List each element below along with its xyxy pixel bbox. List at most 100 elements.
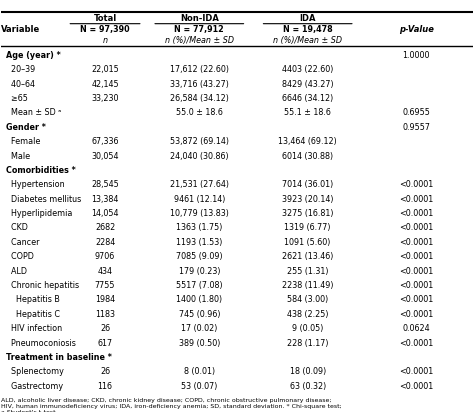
Text: 20–39: 20–39 <box>6 65 36 74</box>
Text: 1319 (6.77): 1319 (6.77) <box>284 223 331 232</box>
Text: 2621 (13.46): 2621 (13.46) <box>282 252 333 261</box>
Text: COPD: COPD <box>6 252 34 261</box>
Text: 7085 (9.09): 7085 (9.09) <box>176 252 223 261</box>
Text: 389 (0.50): 389 (0.50) <box>179 339 220 348</box>
Text: n: n <box>102 36 108 45</box>
Text: Hyperlipidemia: Hyperlipidemia <box>6 209 73 218</box>
Text: 438 (2.25): 438 (2.25) <box>287 310 328 319</box>
Text: 63 (0.32): 63 (0.32) <box>290 382 326 391</box>
Text: 4403 (22.60): 4403 (22.60) <box>282 65 333 74</box>
Text: <0.0001: <0.0001 <box>399 281 433 290</box>
Text: 9461 (12.14): 9461 (12.14) <box>173 195 225 204</box>
Text: 55.1 ± 18.6: 55.1 ± 18.6 <box>284 108 331 117</box>
Text: <0.0001: <0.0001 <box>399 267 433 276</box>
Text: HIV infection: HIV infection <box>6 324 62 333</box>
Text: Chronic hepatitis: Chronic hepatitis <box>6 281 79 290</box>
Text: N = 77,912: N = 77,912 <box>174 25 224 34</box>
Text: 8 (0.01): 8 (0.01) <box>184 368 215 376</box>
Text: 53,872 (69.14): 53,872 (69.14) <box>170 137 229 146</box>
Text: <0.0001: <0.0001 <box>399 195 433 204</box>
Text: <0.0001: <0.0001 <box>399 180 433 189</box>
Text: 3275 (16.81): 3275 (16.81) <box>282 209 333 218</box>
Text: Age (year) *: Age (year) * <box>6 51 61 60</box>
Text: 10,779 (13.83): 10,779 (13.83) <box>170 209 229 218</box>
Text: 42,145: 42,145 <box>91 80 119 89</box>
Text: 8429 (43.27): 8429 (43.27) <box>282 80 334 89</box>
Text: <0.0001: <0.0001 <box>399 238 433 247</box>
Text: N = 97,390: N = 97,390 <box>80 25 130 34</box>
Text: Mean ± SD ᵃ: Mean ± SD ᵃ <box>6 108 62 117</box>
Text: Gastrectomy: Gastrectomy <box>6 382 63 391</box>
Text: IDA: IDA <box>300 14 316 23</box>
Text: ALD, alcoholic liver disease; CKD, chronic kidney disease; COPD, chronic obstruc: ALD, alcoholic liver disease; CKD, chron… <box>1 398 342 412</box>
Text: ≥65: ≥65 <box>6 94 28 103</box>
Text: 3923 (20.14): 3923 (20.14) <box>282 195 333 204</box>
Text: <0.0001: <0.0001 <box>399 382 433 391</box>
Text: 40–64: 40–64 <box>6 80 35 89</box>
Text: ALD: ALD <box>6 267 27 276</box>
Text: 7755: 7755 <box>95 281 115 290</box>
Text: 55.0 ± 18.6: 55.0 ± 18.6 <box>176 108 223 117</box>
Text: <0.0001: <0.0001 <box>399 223 433 232</box>
Text: 179 (0.23): 179 (0.23) <box>179 267 220 276</box>
Text: 434: 434 <box>98 267 112 276</box>
Text: Hepatitis B: Hepatitis B <box>6 295 60 304</box>
Text: 13,384: 13,384 <box>91 195 119 204</box>
Text: 617: 617 <box>98 339 113 348</box>
Text: 21,531 (27.64): 21,531 (27.64) <box>170 180 229 189</box>
Text: 1183: 1183 <box>95 310 115 319</box>
Text: 255 (1.31): 255 (1.31) <box>287 267 328 276</box>
Text: Male: Male <box>6 152 30 161</box>
Text: Splenectomy: Splenectomy <box>6 368 64 376</box>
Text: 33,230: 33,230 <box>91 94 119 103</box>
Text: 1984: 1984 <box>95 295 115 304</box>
Text: 2238 (11.49): 2238 (11.49) <box>282 281 333 290</box>
Text: 5517 (7.08): 5517 (7.08) <box>176 281 223 290</box>
Text: 24,040 (30.86): 24,040 (30.86) <box>170 152 228 161</box>
Text: 26: 26 <box>100 324 110 333</box>
Text: <0.0001: <0.0001 <box>399 339 433 348</box>
Text: 1091 (5.60): 1091 (5.60) <box>284 238 331 247</box>
Text: 17,612 (22.60): 17,612 (22.60) <box>170 65 229 74</box>
Text: <0.0001: <0.0001 <box>399 368 433 376</box>
Text: 18 (0.09): 18 (0.09) <box>290 368 326 376</box>
Text: 1.0000: 1.0000 <box>402 51 430 60</box>
Text: n (%)/Mean ± SD: n (%)/Mean ± SD <box>273 36 342 45</box>
Text: CKD: CKD <box>6 223 28 232</box>
Text: Pneumoconiosis: Pneumoconiosis <box>6 339 76 348</box>
Text: 1400 (1.80): 1400 (1.80) <box>176 295 222 304</box>
Text: Treatment in baseline *: Treatment in baseline * <box>6 353 112 362</box>
Text: 13,464 (69.12): 13,464 (69.12) <box>278 137 337 146</box>
Text: 2682: 2682 <box>95 223 115 232</box>
Text: 9 (0.05): 9 (0.05) <box>292 324 323 333</box>
Text: Cancer: Cancer <box>6 238 40 247</box>
Text: Female: Female <box>6 137 40 146</box>
Text: 0.0624: 0.0624 <box>402 324 430 333</box>
Text: 33,716 (43.27): 33,716 (43.27) <box>170 80 229 89</box>
Text: p-Value: p-Value <box>399 25 434 34</box>
Text: 116: 116 <box>98 382 112 391</box>
Text: 1363 (1.75): 1363 (1.75) <box>176 223 222 232</box>
Text: Comorbidities *: Comorbidities * <box>6 166 76 175</box>
Text: Total: Total <box>93 14 117 23</box>
Text: 9706: 9706 <box>95 252 115 261</box>
Text: 0.6955: 0.6955 <box>402 108 430 117</box>
Text: n (%)/Mean ± SD: n (%)/Mean ± SD <box>165 36 234 45</box>
Text: 30,054: 30,054 <box>91 152 119 161</box>
Text: 228 (1.17): 228 (1.17) <box>287 339 328 348</box>
Text: <0.0001: <0.0001 <box>399 252 433 261</box>
Text: Non-IDA: Non-IDA <box>180 14 219 23</box>
Text: 1193 (1.53): 1193 (1.53) <box>176 238 222 247</box>
Text: 17 (0.02): 17 (0.02) <box>181 324 218 333</box>
Text: 0.9557: 0.9557 <box>402 123 430 132</box>
Text: 28,545: 28,545 <box>91 180 119 189</box>
Text: Hypertension: Hypertension <box>6 180 65 189</box>
Text: 22,015: 22,015 <box>91 65 119 74</box>
Text: 745 (0.96): 745 (0.96) <box>179 310 220 319</box>
Text: 67,336: 67,336 <box>91 137 119 146</box>
Text: N = 19,478: N = 19,478 <box>283 25 333 34</box>
Text: Hepatitis C: Hepatitis C <box>6 310 60 319</box>
Text: 6646 (34.12): 6646 (34.12) <box>282 94 333 103</box>
Text: Variable: Variable <box>1 25 41 34</box>
Text: <0.0001: <0.0001 <box>399 295 433 304</box>
